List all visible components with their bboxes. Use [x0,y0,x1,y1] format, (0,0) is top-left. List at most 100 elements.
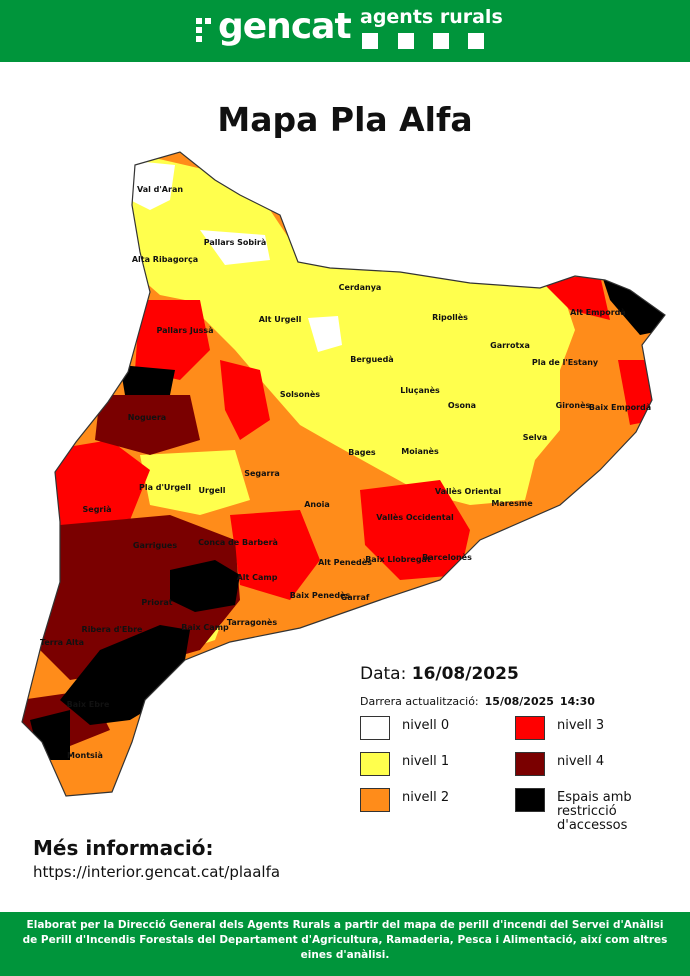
region-label: Baix Empordà [589,403,651,412]
legend-swatch [515,788,545,812]
footer-text: Elaborat per la Direcció General dels Ag… [22,919,668,961]
region-label: Garrigues [133,541,177,550]
region-labels: Val d'Aran Pallars Sobirà Alta Ribagorça Ce… [40,185,651,760]
region-label: Solsonès [280,389,320,399]
square [468,33,484,49]
level-1-area [140,450,250,515]
logo-icon [196,18,211,42]
legend-swatch [515,752,545,776]
footer: Elaborat per la Direcció General dels Ag… [0,912,690,976]
legend-swatch [360,788,390,812]
level-3-area [230,510,320,600]
region-label: Pla de l'Estany [532,358,599,367]
restricted-area [600,270,665,335]
header-subtitle: agents rurals [360,6,503,28]
legend-label: Espais amb restricció d'accessos [557,790,632,833]
region-label: Terra Alta [40,638,84,647]
legend-label: nivell 0 [402,718,450,733]
legend-item: nivell 4 [515,752,675,784]
region-label: Vallès Oriental [435,486,501,496]
legend-item: Espais amb restricció d'accessos [515,788,675,833]
header: gencat agents rurals [0,0,690,62]
title: Mapa Pla Alfa [217,100,473,139]
region-label: Moianès [401,446,439,456]
region-label: Cerdanya [339,283,382,292]
info-title: Més informació: [33,836,214,860]
region-label: Barcelonès [422,552,472,562]
legend-item: nivell 2 [360,788,520,820]
region-label: Alt Empordà [570,308,626,317]
restricted-area [170,560,240,612]
region-label: Baix Ebre [67,700,110,709]
region-label: Vallès Occidental [376,512,454,522]
level-3-area [360,480,470,580]
region-label: Segrià [83,505,112,514]
region-label: Montsià [67,751,103,760]
region-label: Baix Llobregat [365,555,431,564]
region-label: Selva [523,433,548,442]
region-label: Garraf [341,593,370,602]
date: Data: 16/08/2025 [360,664,519,684]
region-label: Alt Urgell [259,315,302,324]
region-label: Urgell [198,486,225,495]
region-label: Anoia [304,500,330,509]
level-4-area [95,395,200,455]
logo: gencat [218,6,352,47]
region-label: Ribera d'Ebre [82,625,143,634]
restricted-area [120,365,175,395]
region-label: Osona [448,401,476,410]
level-0-area [308,316,342,352]
legend-swatch [360,752,390,776]
region-label: Pallars Jussà [156,326,213,335]
legend-label: nivell 4 [557,754,605,769]
legend-item: nivell 3 [515,716,675,748]
level-3-area [50,440,150,530]
map-outline [21,151,666,797]
legend-item: nivell 1 [360,752,520,784]
region-label: Ripollès [432,312,468,322]
level-0-area [125,160,175,210]
region-label: Gironès [556,400,591,410]
square [362,33,378,49]
square [433,33,449,49]
region-label: Garrotxa [490,341,530,350]
region-label: Segarra [244,469,280,478]
level-0-area [200,230,270,265]
level-3-area [135,300,210,380]
info-url[interactable]: https://interior.gencat.cat/plaalfa [33,863,281,881]
region-label: Conca de Barberà [198,538,278,547]
update: Darrera actualització: 15/08/2025 14:30 [360,695,595,708]
region-label: Lluçanès [400,385,440,395]
square [398,33,414,49]
region-label: Priorat [141,598,172,607]
level-3-area [540,275,610,320]
region-label: Bages [348,448,376,457]
legend-label: nivell 2 [402,790,450,805]
region-label: Baix Penedès [290,590,351,600]
legend-label: nivell 1 [402,754,450,769]
region-label: Alta Ribagorça [132,255,198,264]
region-label: Alt Camp [237,573,278,582]
region-label: Pla d'Urgell [139,483,191,492]
region-label: Alt Penedès [318,557,372,567]
legend-label: nivell 3 [557,718,605,733]
region-label: Baix Camp [181,623,229,632]
legend-item: nivell 0 [360,716,520,748]
legend-swatch [360,716,390,740]
update-time: 14:30 [559,695,595,708]
region-label: Noguera [128,413,166,422]
level-3-area [220,360,270,440]
region-label: Maresme [491,499,533,508]
region-label: Berguedà [350,355,393,364]
region-label: Pallars Sobirà [204,238,267,247]
legend-swatch [515,716,545,740]
date-label: Data: [360,664,407,684]
region-label: Tarragonès [227,617,277,627]
map-regions [22,152,665,796]
region-label: Val d'Aran [137,185,183,194]
map: Val d'Aran Pallars Sobirà Alta Ribagorça Ce… [21,151,666,797]
update-date: 15/08/2025 [484,695,554,708]
date-value: 16/08/2025 [411,664,519,684]
update-label: Darrera actualització: [360,695,479,708]
